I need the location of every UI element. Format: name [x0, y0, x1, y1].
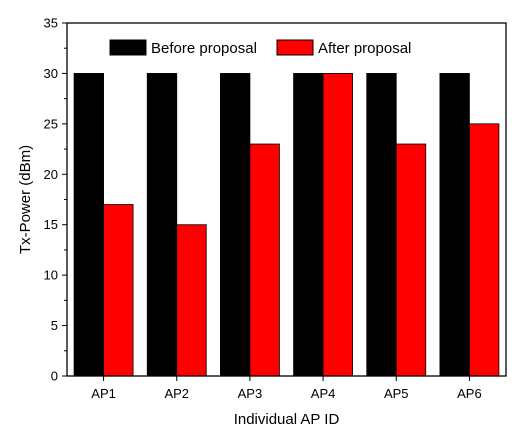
- y-tick-label: 20: [44, 167, 58, 182]
- legend-label-before: Before proposal: [151, 40, 257, 57]
- bar-before-ap6: [439, 73, 470, 377]
- y-tick-label: 35: [44, 16, 58, 31]
- x-tick-label: AP5: [384, 386, 409, 401]
- bars-layer: [73, 73, 500, 377]
- bar-before-ap1: [73, 73, 104, 377]
- x-tick-label: AP4: [311, 386, 336, 401]
- x-axis-title: Individual AP ID: [234, 411, 340, 428]
- legend: Before proposal After proposal: [109, 39, 411, 57]
- y-tick-label: 0: [51, 369, 58, 384]
- x-tick-label: AP3: [238, 386, 263, 401]
- x-tick-label: AP2: [164, 386, 189, 401]
- bar-after-ap2: [176, 224, 207, 377]
- bar-before-ap4: [293, 73, 324, 377]
- y-axis-title: Tx-Power (dBm): [17, 145, 34, 254]
- y-tick-label: 10: [44, 268, 58, 283]
- y-tick-label: 5: [51, 318, 58, 333]
- legend-label-after: After proposal: [318, 40, 411, 57]
- bar-after-ap6: [469, 123, 500, 377]
- bar-after-ap1: [103, 204, 134, 377]
- bar-after-ap5: [395, 143, 427, 377]
- x-tick-label: AP6: [457, 386, 482, 401]
- bar-before-ap3: [220, 73, 251, 377]
- y-tick-label: 15: [44, 217, 58, 232]
- bar-before-ap5: [366, 73, 397, 377]
- bar-after-ap3: [249, 143, 280, 377]
- y-tick-label: 30: [44, 66, 58, 81]
- bar-before-ap2: [146, 73, 178, 377]
- x-tick-label: AP1: [91, 386, 116, 401]
- legend-swatch-after: [276, 39, 314, 56]
- bar-after-ap4: [322, 73, 353, 377]
- axes-layer: 0 5 10 15 20 25 30 35 AP1 AP2 AP3 AP4 AP5 AP6: [44, 16, 482, 402]
- y-tick-label: 25: [44, 116, 58, 131]
- legend-swatch-before: [109, 39, 147, 56]
